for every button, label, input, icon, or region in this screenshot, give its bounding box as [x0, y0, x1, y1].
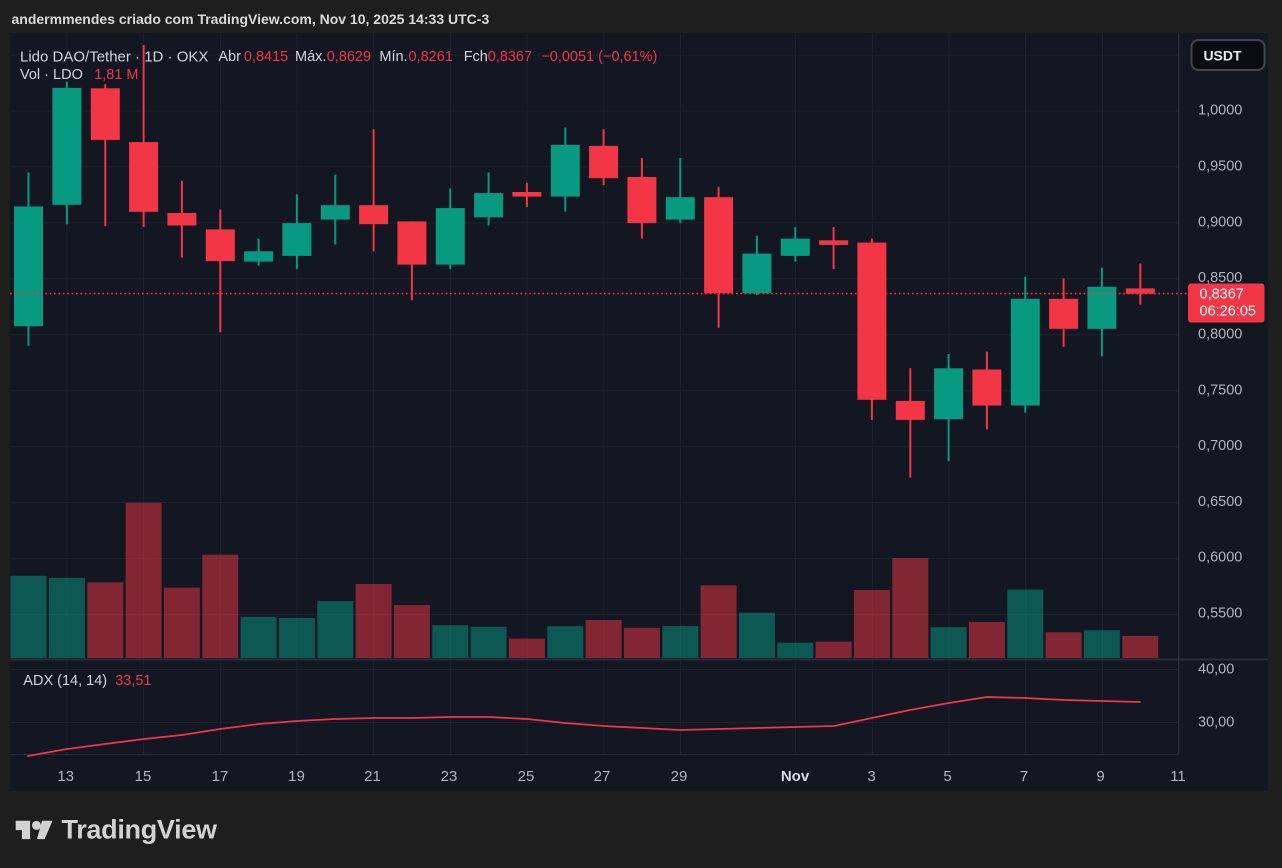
- svg-text:06:26:05: 06:26:05: [1200, 304, 1256, 320]
- svg-text:Lido DAO/Tether · 1D · OKX: Lido DAO/Tether · 1D · OKX: [20, 49, 208, 66]
- svg-text:29: 29: [671, 768, 688, 785]
- svg-text:19: 19: [288, 768, 305, 785]
- svg-text:3: 3: [867, 768, 875, 785]
- svg-text:5: 5: [943, 768, 951, 785]
- svg-text:1,0000: 1,0000: [1198, 103, 1242, 119]
- svg-text:0,6000: 0,6000: [1198, 549, 1242, 565]
- svg-text:33,51: 33,51: [115, 673, 151, 689]
- svg-text:0,6500: 0,6500: [1198, 494, 1242, 510]
- svg-text:0,8000: 0,8000: [1198, 326, 1242, 342]
- svg-text:0,8500: 0,8500: [1198, 270, 1242, 286]
- svg-text:0,9500: 0,9500: [1198, 159, 1242, 175]
- svg-text:USDT: USDT: [1203, 48, 1242, 64]
- svg-text:0,8261: 0,8261: [409, 49, 453, 65]
- svg-text:andermmendes criado com Tradin: andermmendes criado com TradingView.com,…: [12, 11, 490, 27]
- svg-text:0,5500: 0,5500: [1198, 605, 1242, 621]
- svg-text:Mín.: Mín.: [379, 49, 407, 65]
- svg-text:Máx.: Máx.: [295, 49, 326, 65]
- svg-text:13: 13: [57, 768, 74, 785]
- svg-text:0,8415: 0,8415: [244, 49, 288, 65]
- svg-text:23: 23: [441, 768, 458, 785]
- svg-text:15: 15: [135, 768, 152, 785]
- svg-text:1,81 M: 1,81 M: [94, 67, 138, 83]
- svg-text:0,7500: 0,7500: [1198, 382, 1242, 398]
- svg-text:0,9000: 0,9000: [1198, 215, 1242, 231]
- svg-text:Nov: Nov: [781, 768, 810, 785]
- svg-text:0,8629: 0,8629: [327, 49, 371, 65]
- svg-text:25: 25: [518, 768, 535, 785]
- svg-text:Fch: Fch: [464, 49, 488, 65]
- svg-text:9: 9: [1096, 768, 1104, 785]
- svg-text:ADX (14, 14): ADX (14, 14): [23, 673, 107, 689]
- svg-text:7: 7: [1020, 768, 1028, 785]
- svg-text:−0,0051 (−0,61%): −0,0051 (−0,61%): [541, 49, 657, 65]
- svg-text:0,8367: 0,8367: [1200, 286, 1244, 302]
- svg-text:17: 17: [212, 768, 229, 785]
- svg-text:40,00: 40,00: [1198, 662, 1234, 678]
- svg-text:27: 27: [594, 768, 611, 785]
- svg-text:0,7000: 0,7000: [1198, 438, 1242, 454]
- svg-text:Abr: Abr: [218, 49, 241, 65]
- svg-text:TradingView: TradingView: [62, 815, 219, 845]
- svg-text:21: 21: [364, 768, 381, 785]
- svg-text:0,8367: 0,8367: [488, 49, 532, 65]
- svg-text:30,00: 30,00: [1198, 715, 1234, 731]
- svg-text:Vol · LDO: Vol · LDO: [20, 67, 83, 83]
- svg-text:11: 11: [1170, 768, 1186, 785]
